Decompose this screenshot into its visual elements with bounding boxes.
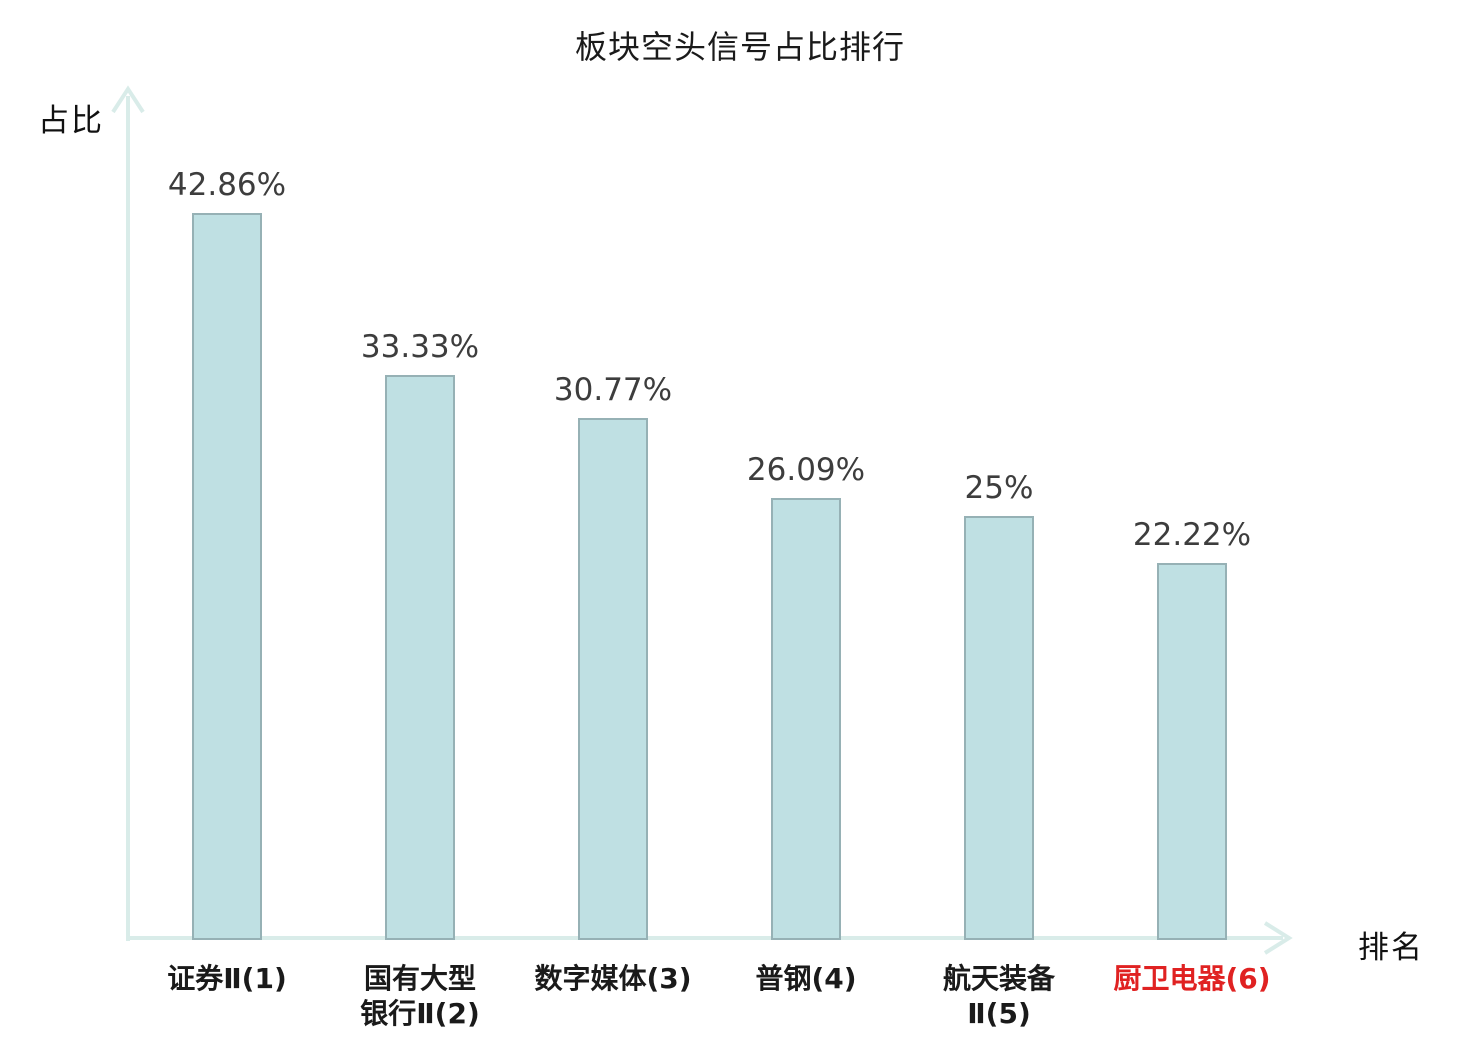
value-label: 33.33%: [360, 329, 480, 365]
chart-title: 板块空头信号占比排行: [574, 28, 905, 66]
value-label: 22.22%: [1132, 517, 1252, 553]
bar-group-1: 42.86%: [168, 167, 286, 940]
category-label-line: 银行Ⅱ(2): [360, 997, 480, 1030]
category-label-1: 证券Ⅱ(1): [117, 961, 337, 996]
bar-group-2: 33.33%: [361, 329, 479, 940]
bar-group-5: 25%: [964, 470, 1034, 940]
category-label-line: 普钢(4): [755, 962, 857, 995]
category-label-line: 证券Ⅱ(1): [167, 962, 287, 995]
x-axis-title: 排名: [1358, 930, 1424, 966]
category-label-line: 航天装备: [942, 962, 1055, 995]
bar-group-4: 26.09%: [747, 452, 865, 940]
bar-5: [964, 516, 1034, 940]
y-axis-title: 占比: [38, 103, 104, 139]
category-label-line: 厨卫电器(6): [1113, 962, 1271, 995]
y-axis-arrow-icon: [111, 85, 145, 114]
bar-2: [385, 375, 455, 940]
category-label-4: 普钢(4): [696, 961, 916, 996]
category-label-3: 数字媒体(3): [503, 961, 723, 996]
bar-group-6: 22.22%: [1133, 517, 1251, 940]
value-label: 30.77%: [553, 372, 673, 408]
bar-4: [771, 498, 841, 940]
category-label-5: 航天装备 Ⅱ(5): [889, 961, 1109, 1031]
value-label: 42.86%: [167, 167, 287, 203]
value-label: 26.09%: [746, 452, 866, 488]
category-label-2: 国有大型 银行Ⅱ(2): [310, 961, 530, 1031]
bar-3: [578, 418, 648, 940]
value-label: 25%: [964, 470, 1034, 506]
bar-6: [1157, 563, 1227, 940]
category-label-line: 数字媒体(3): [534, 962, 692, 995]
category-label-line: Ⅱ(5): [967, 997, 1031, 1030]
x-axis-arrow-icon: [1263, 921, 1293, 955]
bar-group-3: 30.77%: [554, 372, 672, 940]
bar-1: [192, 213, 262, 940]
category-label-line: 国有大型: [363, 962, 476, 995]
category-label-6: 厨卫电器(6): [1082, 961, 1302, 996]
